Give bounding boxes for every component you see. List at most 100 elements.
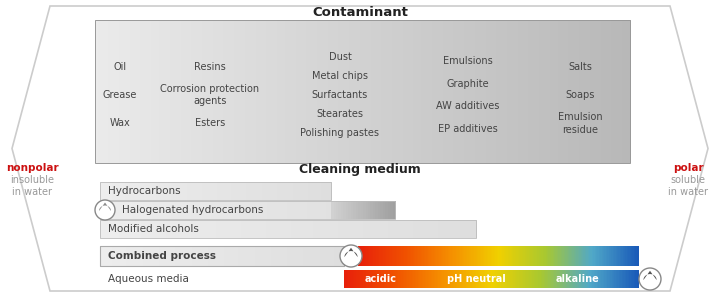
- Bar: [583, 246, 585, 266]
- Bar: [254, 182, 256, 200]
- Bar: [407, 246, 409, 266]
- Bar: [250, 182, 253, 200]
- Bar: [171, 182, 174, 200]
- Bar: [123, 182, 125, 200]
- Bar: [400, 246, 402, 266]
- Bar: [595, 270, 598, 288]
- Bar: [392, 246, 394, 266]
- Bar: [320, 20, 323, 163]
- Bar: [338, 201, 341, 219]
- Bar: [526, 20, 529, 163]
- Text: alkaline: alkaline: [556, 274, 600, 284]
- Bar: [392, 201, 395, 219]
- Bar: [212, 182, 214, 200]
- Bar: [607, 270, 609, 288]
- Text: Emulsion
residue: Emulsion residue: [558, 112, 603, 135]
- Bar: [274, 201, 277, 219]
- Bar: [128, 246, 131, 266]
- Bar: [488, 270, 490, 288]
- Bar: [167, 20, 171, 163]
- Bar: [206, 246, 208, 266]
- Bar: [622, 20, 625, 163]
- Bar: [269, 182, 272, 200]
- Bar: [247, 220, 251, 238]
- Bar: [321, 201, 324, 219]
- Bar: [166, 182, 168, 200]
- Text: Resins: Resins: [194, 61, 226, 72]
- Text: Hydrocarbons: Hydrocarbons: [108, 186, 181, 196]
- Bar: [297, 201, 300, 219]
- Bar: [392, 220, 395, 238]
- Bar: [243, 201, 246, 219]
- Bar: [240, 246, 243, 266]
- Bar: [302, 201, 305, 219]
- Bar: [388, 220, 392, 238]
- Bar: [498, 246, 500, 266]
- Bar: [269, 20, 272, 163]
- Bar: [232, 220, 235, 238]
- Bar: [252, 182, 254, 200]
- Bar: [449, 246, 451, 266]
- Bar: [577, 20, 580, 163]
- Bar: [135, 220, 138, 238]
- Bar: [248, 201, 251, 219]
- Bar: [445, 246, 446, 266]
- Bar: [580, 270, 582, 288]
- Bar: [226, 246, 229, 266]
- Bar: [628, 246, 630, 266]
- Bar: [541, 270, 543, 288]
- Bar: [189, 246, 192, 266]
- Bar: [313, 220, 317, 238]
- Bar: [503, 246, 504, 266]
- Bar: [283, 246, 286, 266]
- Bar: [508, 270, 510, 288]
- Bar: [603, 20, 606, 163]
- Bar: [382, 270, 384, 288]
- Bar: [580, 246, 582, 266]
- Bar: [132, 201, 135, 219]
- Bar: [109, 182, 112, 200]
- Bar: [166, 201, 169, 219]
- Bar: [594, 270, 596, 288]
- Bar: [186, 182, 189, 200]
- Bar: [453, 246, 455, 266]
- Bar: [233, 201, 235, 219]
- Bar: [137, 182, 139, 200]
- Bar: [181, 201, 184, 219]
- Bar: [491, 246, 493, 266]
- Bar: [618, 246, 621, 266]
- Bar: [323, 20, 325, 163]
- Bar: [197, 20, 200, 163]
- Bar: [598, 20, 601, 163]
- Bar: [472, 270, 474, 288]
- Bar: [501, 270, 503, 288]
- Bar: [374, 246, 375, 266]
- Bar: [373, 220, 377, 238]
- Bar: [600, 20, 604, 163]
- Bar: [191, 201, 194, 219]
- Bar: [271, 246, 274, 266]
- Bar: [218, 20, 221, 163]
- Bar: [120, 201, 122, 219]
- Bar: [413, 270, 415, 288]
- Bar: [387, 246, 390, 266]
- Bar: [390, 201, 393, 219]
- Bar: [159, 246, 161, 266]
- Bar: [181, 246, 184, 266]
- Bar: [436, 270, 438, 288]
- Bar: [297, 220, 301, 238]
- Bar: [595, 20, 598, 163]
- Text: Surfactants: Surfactants: [312, 90, 368, 100]
- Bar: [143, 182, 145, 200]
- Bar: [554, 246, 556, 266]
- Bar: [312, 182, 314, 200]
- Bar: [146, 182, 148, 200]
- Bar: [560, 20, 564, 163]
- Bar: [426, 270, 428, 288]
- Bar: [189, 201, 192, 219]
- Bar: [146, 20, 149, 163]
- Bar: [222, 220, 226, 238]
- Bar: [416, 270, 418, 288]
- Bar: [448, 220, 451, 238]
- Circle shape: [95, 200, 115, 220]
